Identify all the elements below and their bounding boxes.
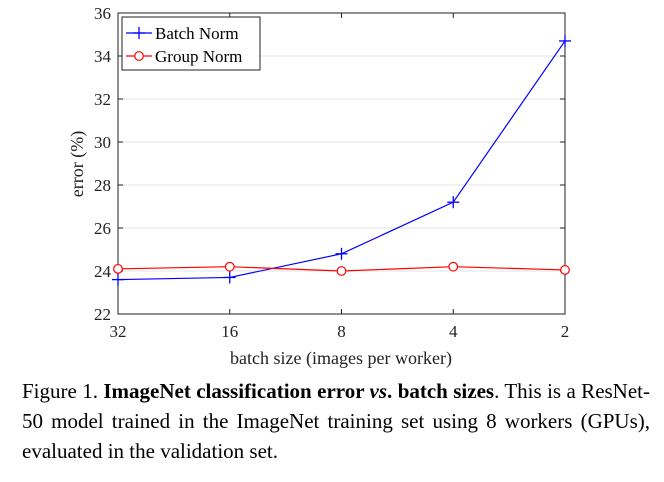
x-tick-label: 2 — [561, 322, 570, 341]
legend-box — [121, 16, 261, 71]
x-ticks: 32 16 8 4 2 — [110, 13, 570, 341]
caption-bold-italic: vs — [369, 379, 388, 403]
grid-lines — [118, 55, 565, 272]
legend-marker-batch-norm — [133, 27, 145, 39]
batch-norm-line — [117, 40, 566, 281]
y-ticks: 22 24 26 28 30 32 34 36 — [94, 4, 565, 324]
caption-prefix: Figure 1. — [22, 379, 104, 403]
y-axis-label: error (%) — [67, 131, 88, 197]
y-tick-label: 28 — [94, 176, 111, 195]
caption-bold-title-1: ImageNet classification error — [103, 379, 370, 403]
legend-label-group-norm: Group Norm — [155, 47, 242, 66]
batch-norm-point — [447, 196, 460, 209]
y-tick-label: 30 — [94, 133, 111, 152]
group-norm-point — [336, 266, 347, 276]
x-tick-label: 32 — [110, 322, 127, 341]
x-tick-label: 16 — [221, 322, 238, 341]
y-tick-label: 34 — [94, 47, 112, 66]
legend: Batch Norm Group Norm — [121, 16, 261, 71]
group-norm-point — [448, 261, 459, 272]
y-tick-label: 22 — [94, 305, 111, 324]
group-norm-point — [113, 263, 123, 274]
legend-marker-group-norm — [134, 51, 144, 61]
x-axis-label: batch size (images per worker) — [230, 348, 452, 369]
y-tick-label: 24 — [94, 262, 112, 281]
caption-bold-title-2: . batch sizes — [387, 379, 495, 403]
series-group — [112, 34, 571, 286]
batch-norm-point — [112, 273, 124, 286]
y-tick-label: 26 — [94, 219, 111, 238]
y-tick-label: 36 — [94, 4, 111, 23]
batch-norm-point — [223, 271, 236, 284]
x-tick-label: 8 — [337, 322, 346, 341]
group-norm-point — [560, 265, 570, 275]
figure-caption: Figure 1. ImageNet classification error … — [22, 376, 650, 466]
chart: 22 24 26 28 30 32 34 36 32 16 8 4 2 error (%) batch… — [67, 4, 571, 369]
legend-label-batch-norm: Batch Norm — [155, 24, 239, 43]
x-tick-label: 4 — [449, 322, 458, 341]
batch-norm-point — [335, 247, 348, 260]
group-norm-point — [224, 261, 235, 272]
y-tick-label: 32 — [94, 90, 111, 109]
batch-norm-point — [559, 34, 571, 47]
caption-body: . This is a ResNet-50 model trained in t… — [22, 379, 650, 463]
plot-frame — [117, 12, 566, 315]
